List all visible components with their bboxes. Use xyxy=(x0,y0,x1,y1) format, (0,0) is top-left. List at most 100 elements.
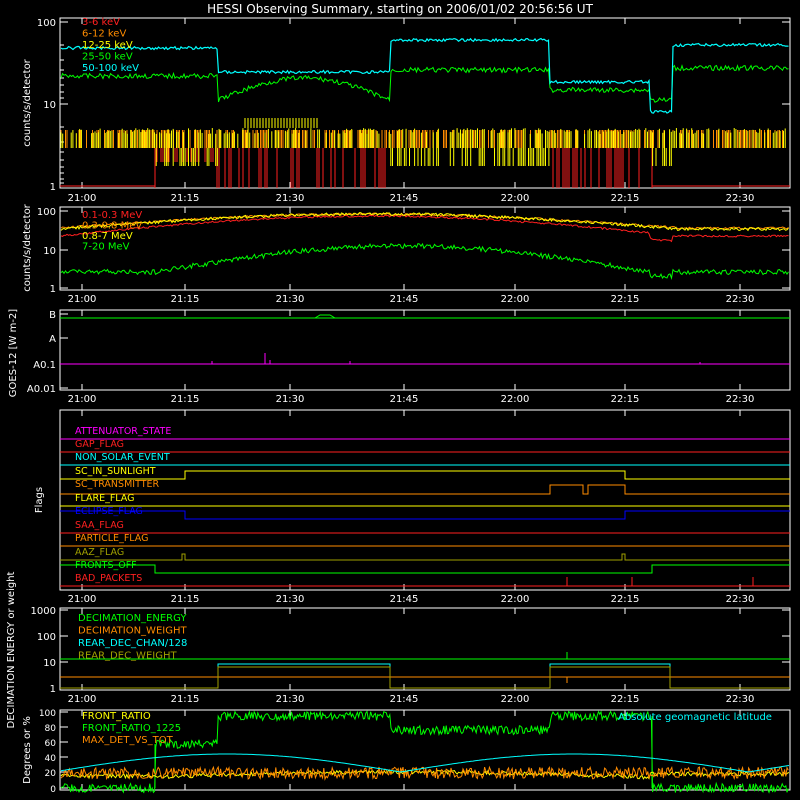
flag-label: ATTENUATOR_STATE xyxy=(75,426,171,437)
x-tick-label: 22:15 xyxy=(611,394,640,405)
panel-1: 21:00 21:15 21:30 21:45 22:00 22:15 22:30 count… xyxy=(22,17,791,204)
front-ratio-1225-line xyxy=(60,710,789,794)
x-tick-label: 21:45 xyxy=(390,694,419,705)
y-tick-label: 10 xyxy=(43,100,56,111)
flag-label: PARTICLE_FLAG xyxy=(75,533,148,544)
x-tick-label: 21:45 xyxy=(390,193,419,204)
x-tick-label: 21:00 xyxy=(68,394,97,405)
y-axis-label: counts/s/detector xyxy=(22,58,33,146)
x-tick-label: 22:30 xyxy=(726,294,755,305)
panel-frame xyxy=(59,17,791,189)
panel-3: 21:00 21:15 21:30 21:45 22:00 22:15 22:30 GOES-… xyxy=(8,309,791,405)
panel-frame xyxy=(59,709,791,791)
legend-entry: Absolute geomagnetic latitude xyxy=(618,712,772,723)
flag-line xyxy=(60,484,790,495)
y-tick-label: 20 xyxy=(45,769,57,779)
x-tick-label: 22:15 xyxy=(611,594,640,605)
legend-entry: DECIMATION_ENERGY xyxy=(78,613,187,624)
flag-line xyxy=(60,564,790,574)
panel-6: Degrees or % 100 80 60 40 20 0 FRONT_RATIOFRONT… xyxy=(22,709,791,795)
flag-label: SC_TRANSMITTER xyxy=(75,479,160,490)
y-tick-label: 100 xyxy=(37,207,56,218)
panel-frame xyxy=(59,409,791,591)
y-axis-label: DECIMATION ENERGY or weight xyxy=(6,571,17,728)
y-tick-label: 10 xyxy=(43,658,56,669)
x-tick-label: 21:15 xyxy=(171,694,200,705)
y-axis-label: Degrees or % xyxy=(22,716,33,784)
panel-frame xyxy=(59,309,791,391)
legend-entry: MAX_DET_VS_TOT xyxy=(82,735,174,746)
y-tick-label: 0 xyxy=(50,785,56,795)
x-tick-label: 21:45 xyxy=(390,294,419,305)
legend-entry: REAR_DEC_CHAN/128 xyxy=(78,638,187,649)
series-0.1-0.3mev-line xyxy=(60,214,789,243)
legend-entry: 50-100 keV xyxy=(82,63,139,74)
y-tick-label: 1 xyxy=(50,284,56,295)
geomagnetic-latitude-line xyxy=(60,753,790,773)
x-tick-label: 21:00 xyxy=(68,594,97,605)
y-tick-label: 1 xyxy=(50,684,56,695)
y-tick-label: 80 xyxy=(45,724,57,734)
legend-entry: 0.1-0.3 MeV xyxy=(82,210,142,221)
plot-title: HESSI Observing Summary, starting on 200… xyxy=(207,2,593,16)
goes-bump xyxy=(314,314,336,319)
panel-2: 21:00 21:15 21:30 21:45 22:00 22:15 22:30 count… xyxy=(22,203,791,305)
flag-label: FLARE_FLAG xyxy=(75,493,135,504)
legend-entry: 0.3-0.8 MeV xyxy=(82,221,142,232)
x-tick-label: 22:30 xyxy=(726,394,755,405)
flag-line xyxy=(60,510,790,520)
x-tick-label: 22:00 xyxy=(501,294,530,305)
legend-entry: DECIMATION_WEIGHT xyxy=(78,626,187,637)
flag-line xyxy=(60,553,790,561)
series-0.3-0.8mev-line xyxy=(60,212,789,230)
x-tick-label: 21:30 xyxy=(276,394,305,405)
x-tick-label: 21:30 xyxy=(276,594,305,605)
series-25-50kev-line xyxy=(60,64,789,103)
x-tick-label: 21:45 xyxy=(390,594,419,605)
x-tick-label: 21:15 xyxy=(171,193,200,204)
flag-label: SAA_FLAG xyxy=(75,520,124,531)
legend-entry: 3-6 keV xyxy=(82,17,120,28)
legend-entry: FRONT_RATIO xyxy=(82,711,151,722)
x-tick-label: 22:00 xyxy=(501,394,530,405)
flag-label: AAZ_FLAG xyxy=(75,547,124,558)
legend-entry: FRONT_RATIO_1225 xyxy=(82,723,181,734)
series-12-25kev xyxy=(60,118,786,166)
panel-4: 21:00 21:15 21:30 21:45 22:00 22:15 22:30 Flags… xyxy=(34,409,791,605)
x-tick-label: 22:00 xyxy=(501,193,530,204)
x-tick-label: 21:00 xyxy=(68,694,97,705)
x-tick-label: 21:00 xyxy=(68,294,97,305)
flag-label: GAP_FLAG xyxy=(75,439,124,450)
x-tick-label: 21:30 xyxy=(276,193,305,204)
y-tick-label: B xyxy=(49,310,56,321)
legend-entry: 0.8-7 MeV xyxy=(82,231,133,242)
y-tick-label: 1000 xyxy=(31,606,56,617)
series-7-20mev-line xyxy=(60,242,789,281)
y-tick-label: 100 xyxy=(39,709,56,719)
flag-label: BAD_PACKETS xyxy=(75,573,142,584)
x-tick-label: 21:45 xyxy=(390,394,419,405)
flag-label: SC_IN_SUNLIGHT xyxy=(75,466,156,477)
x-tick-label: 22:30 xyxy=(726,694,755,705)
panel-5: 21:00 21:15 21:30 21:45 22:00 22:15 22:30 DECIM… xyxy=(6,571,791,728)
y-tick-label: 1 xyxy=(50,182,56,193)
y-tick-label: 10 xyxy=(43,246,56,257)
legend-entry: 6-12 keV xyxy=(82,29,126,40)
y-axis-label: GOES-12 [W m-2] xyxy=(8,309,19,397)
x-tick-label: 21:00 xyxy=(68,193,97,204)
x-tick-label: 22:15 xyxy=(611,694,640,705)
series-50-100kev-line xyxy=(60,37,789,114)
x-tick-label: 22:30 xyxy=(726,193,755,204)
x-tick-label: 22:00 xyxy=(501,594,530,605)
x-tick-label: 21:30 xyxy=(276,694,305,705)
y-axis-label: counts/s/detector xyxy=(22,203,33,291)
y-tick-label: A0.1 xyxy=(33,360,56,371)
x-tick-label: 21:15 xyxy=(171,294,200,305)
max-det-vs-tot-line xyxy=(60,765,789,781)
y-axis-label: Flags xyxy=(34,487,45,513)
x-tick-label: 21:15 xyxy=(171,594,200,605)
x-tick-label: 22:30 xyxy=(726,594,755,605)
x-tick-label: 22:00 xyxy=(501,694,530,705)
legend-entry: 25-50 keV xyxy=(82,52,133,63)
